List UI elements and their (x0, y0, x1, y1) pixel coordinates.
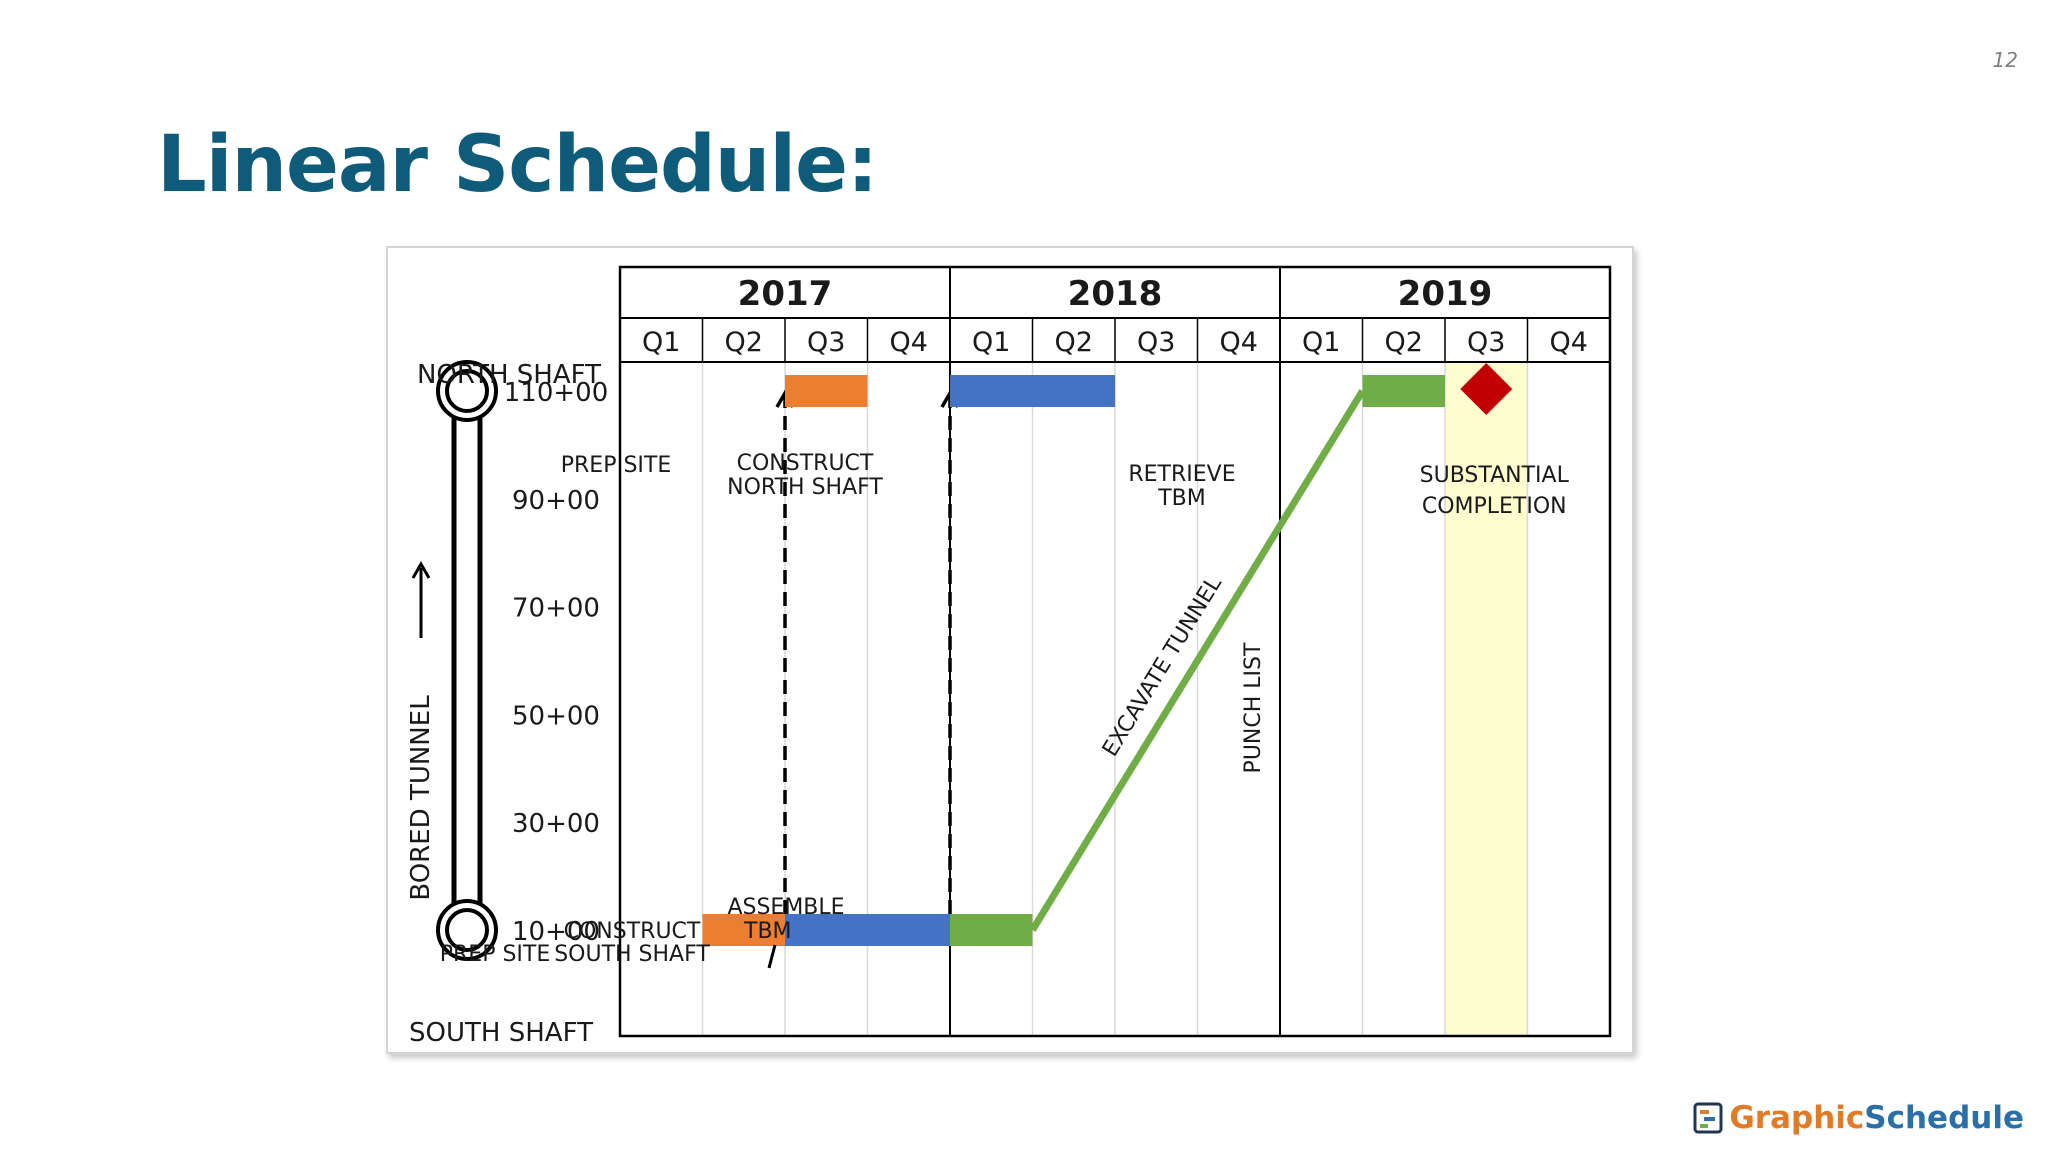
quarter-label: Q1 (642, 327, 680, 358)
construct-south-shaft-label: SOUTH SHAFT (554, 942, 710, 967)
slide-number: 12 (1992, 48, 2018, 72)
quarter-label: Q2 (1385, 327, 1423, 358)
prep-site-south-bar (702, 914, 785, 946)
linear-schedule-chart: 2017 2018 2019 Q1 Q2 Q3 Q4 Q1 Q2 Q3 Q4 Q1 Q2 Q3 Q4 NORT… (386, 246, 1634, 1054)
retrieve-tbm-bar (1362, 375, 1445, 407)
excavate-tunnel-line (1029, 389, 1366, 932)
quarter-label: Q3 (1467, 327, 1505, 358)
brand-name-part-schedule: Schedule (1864, 1100, 2024, 1136)
south-shaft-label: SOUTH SHAFT (409, 1018, 593, 1048)
quarter-label: Q4 (890, 327, 928, 358)
assemble-tbm-bar (950, 914, 1033, 946)
prep-site-south-label: PREP SITE (440, 942, 551, 967)
construct-south-shaft-label: CONSTRUCT (564, 919, 701, 944)
graphicschedule-logo-icon (1693, 1102, 1723, 1134)
retrieve-tbm-label: RETRIEVE (1128, 462, 1235, 487)
brand-name-part-graphic: Graphic (1729, 1100, 1865, 1136)
brand-logo: GraphicSchedule (1693, 1100, 2024, 1136)
quarter-label: Q3 (807, 327, 845, 358)
north-shaft-label: NORTH SHAFT (417, 360, 601, 390)
north-shaft-ring-inner (445, 369, 489, 413)
punch-list-label: PUNCH LIST (1241, 642, 1266, 773)
substantial-completion-label: SUBSTANTIAL (1420, 463, 1570, 488)
year-label: 2018 (1068, 274, 1163, 314)
quarter-label: Q2 (725, 327, 763, 358)
station-label: 110+00 (504, 378, 609, 408)
station-label: 70+00 (512, 594, 600, 624)
construct-north-shaft-label: CONSTRUCT (737, 451, 874, 476)
construct-north-shaft-label: NORTH SHAFT (727, 475, 883, 500)
quarter-label: Q4 (1220, 327, 1258, 358)
station-label: 30+00 (512, 809, 600, 839)
substantial-completion-label: COMPLETION (1422, 494, 1567, 519)
punch-list-band (1445, 362, 1528, 1036)
y-axis-label: BORED TUNNEL (406, 695, 436, 901)
quarter-label: Q1 (972, 327, 1010, 358)
y-axis-arrowhead (411, 560, 431, 579)
page-title: Linear Schedule: (157, 120, 878, 210)
tunnel-shaft-line (451, 388, 483, 933)
assemble-tbm-label: ASSEMBLE (727, 895, 844, 920)
construct-south-shaft-bar (785, 914, 950, 946)
prep-site-north-label: PREP SITE (561, 453, 672, 478)
chart-border (618, 265, 1612, 1038)
brand-name: GraphicSchedule (1729, 1100, 2024, 1136)
station-label: 50+00 (512, 701, 600, 731)
chart-canvas: 2017 2018 2019 Q1 Q2 Q3 Q4 Q1 Q2 Q3 Q4 Q1 Q2 Q3 Q4 NORT… (406, 265, 1612, 1048)
year-label: 2019 (1398, 274, 1493, 314)
retrieve-tbm-label: TBM (1157, 486, 1206, 511)
construct-north-shaft-bar (950, 375, 1115, 407)
station-label: 90+00 (512, 486, 600, 516)
excavate-tunnel-label: EXCAVATE TUNNEL (1098, 571, 1227, 761)
quarter-label: Q1 (1302, 327, 1340, 358)
quarter-label: Q4 (1550, 327, 1588, 358)
south-shaft-ring-inner (445, 908, 489, 952)
station-label: 10+00 (512, 917, 600, 947)
prep-site-north-bar (785, 375, 868, 407)
assemble-tbm-leader-line (767, 944, 777, 969)
quarter-label: Q3 (1137, 327, 1175, 358)
assemble-tbm-label: TBM (743, 919, 792, 944)
substantial-completion-milestone (1460, 363, 1513, 415)
quarter-label: Q2 (1055, 327, 1093, 358)
year-label: 2017 (738, 274, 833, 314)
